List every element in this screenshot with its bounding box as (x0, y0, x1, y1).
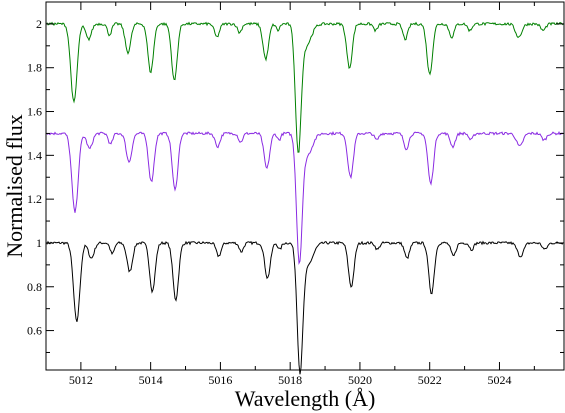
y-tick-label: 2 (36, 17, 42, 31)
y-tick-label: 1.8 (27, 61, 42, 75)
y-tick-label: 1.2 (27, 192, 42, 206)
spectrum-series-2 (46, 21, 564, 153)
x-tick-label: 5022 (418, 373, 442, 387)
x-tick-label: 5012 (69, 373, 93, 387)
y-tick-label: 0.6 (27, 324, 42, 338)
spectrum-series-0 (46, 240, 563, 375)
x-tick-label: 5016 (208, 373, 232, 387)
y-tick-label: 1 (36, 236, 42, 250)
x-axis-title: Wavelength (Å) (235, 386, 376, 411)
x-tick-label: 5020 (348, 373, 372, 387)
y-tick-label: 1.4 (27, 148, 42, 162)
plot-frame (45, 1, 565, 371)
y-tick-label: 0.8 (27, 280, 42, 294)
y-axis-title: Normalised flux (2, 114, 27, 258)
x-tick-label: 5014 (139, 373, 163, 387)
x-tick-label: 5018 (278, 373, 302, 387)
ticks-layer: 5012 5014 5016 5018 5020 5022 5024 0.6 0.8 1 1.2 1.… (27, 1, 564, 387)
y-tick-label: 1.6 (27, 105, 42, 119)
x-tick-label: 5024 (487, 373, 511, 387)
spectrum-series-1 (46, 131, 564, 265)
series-layer (46, 21, 564, 375)
